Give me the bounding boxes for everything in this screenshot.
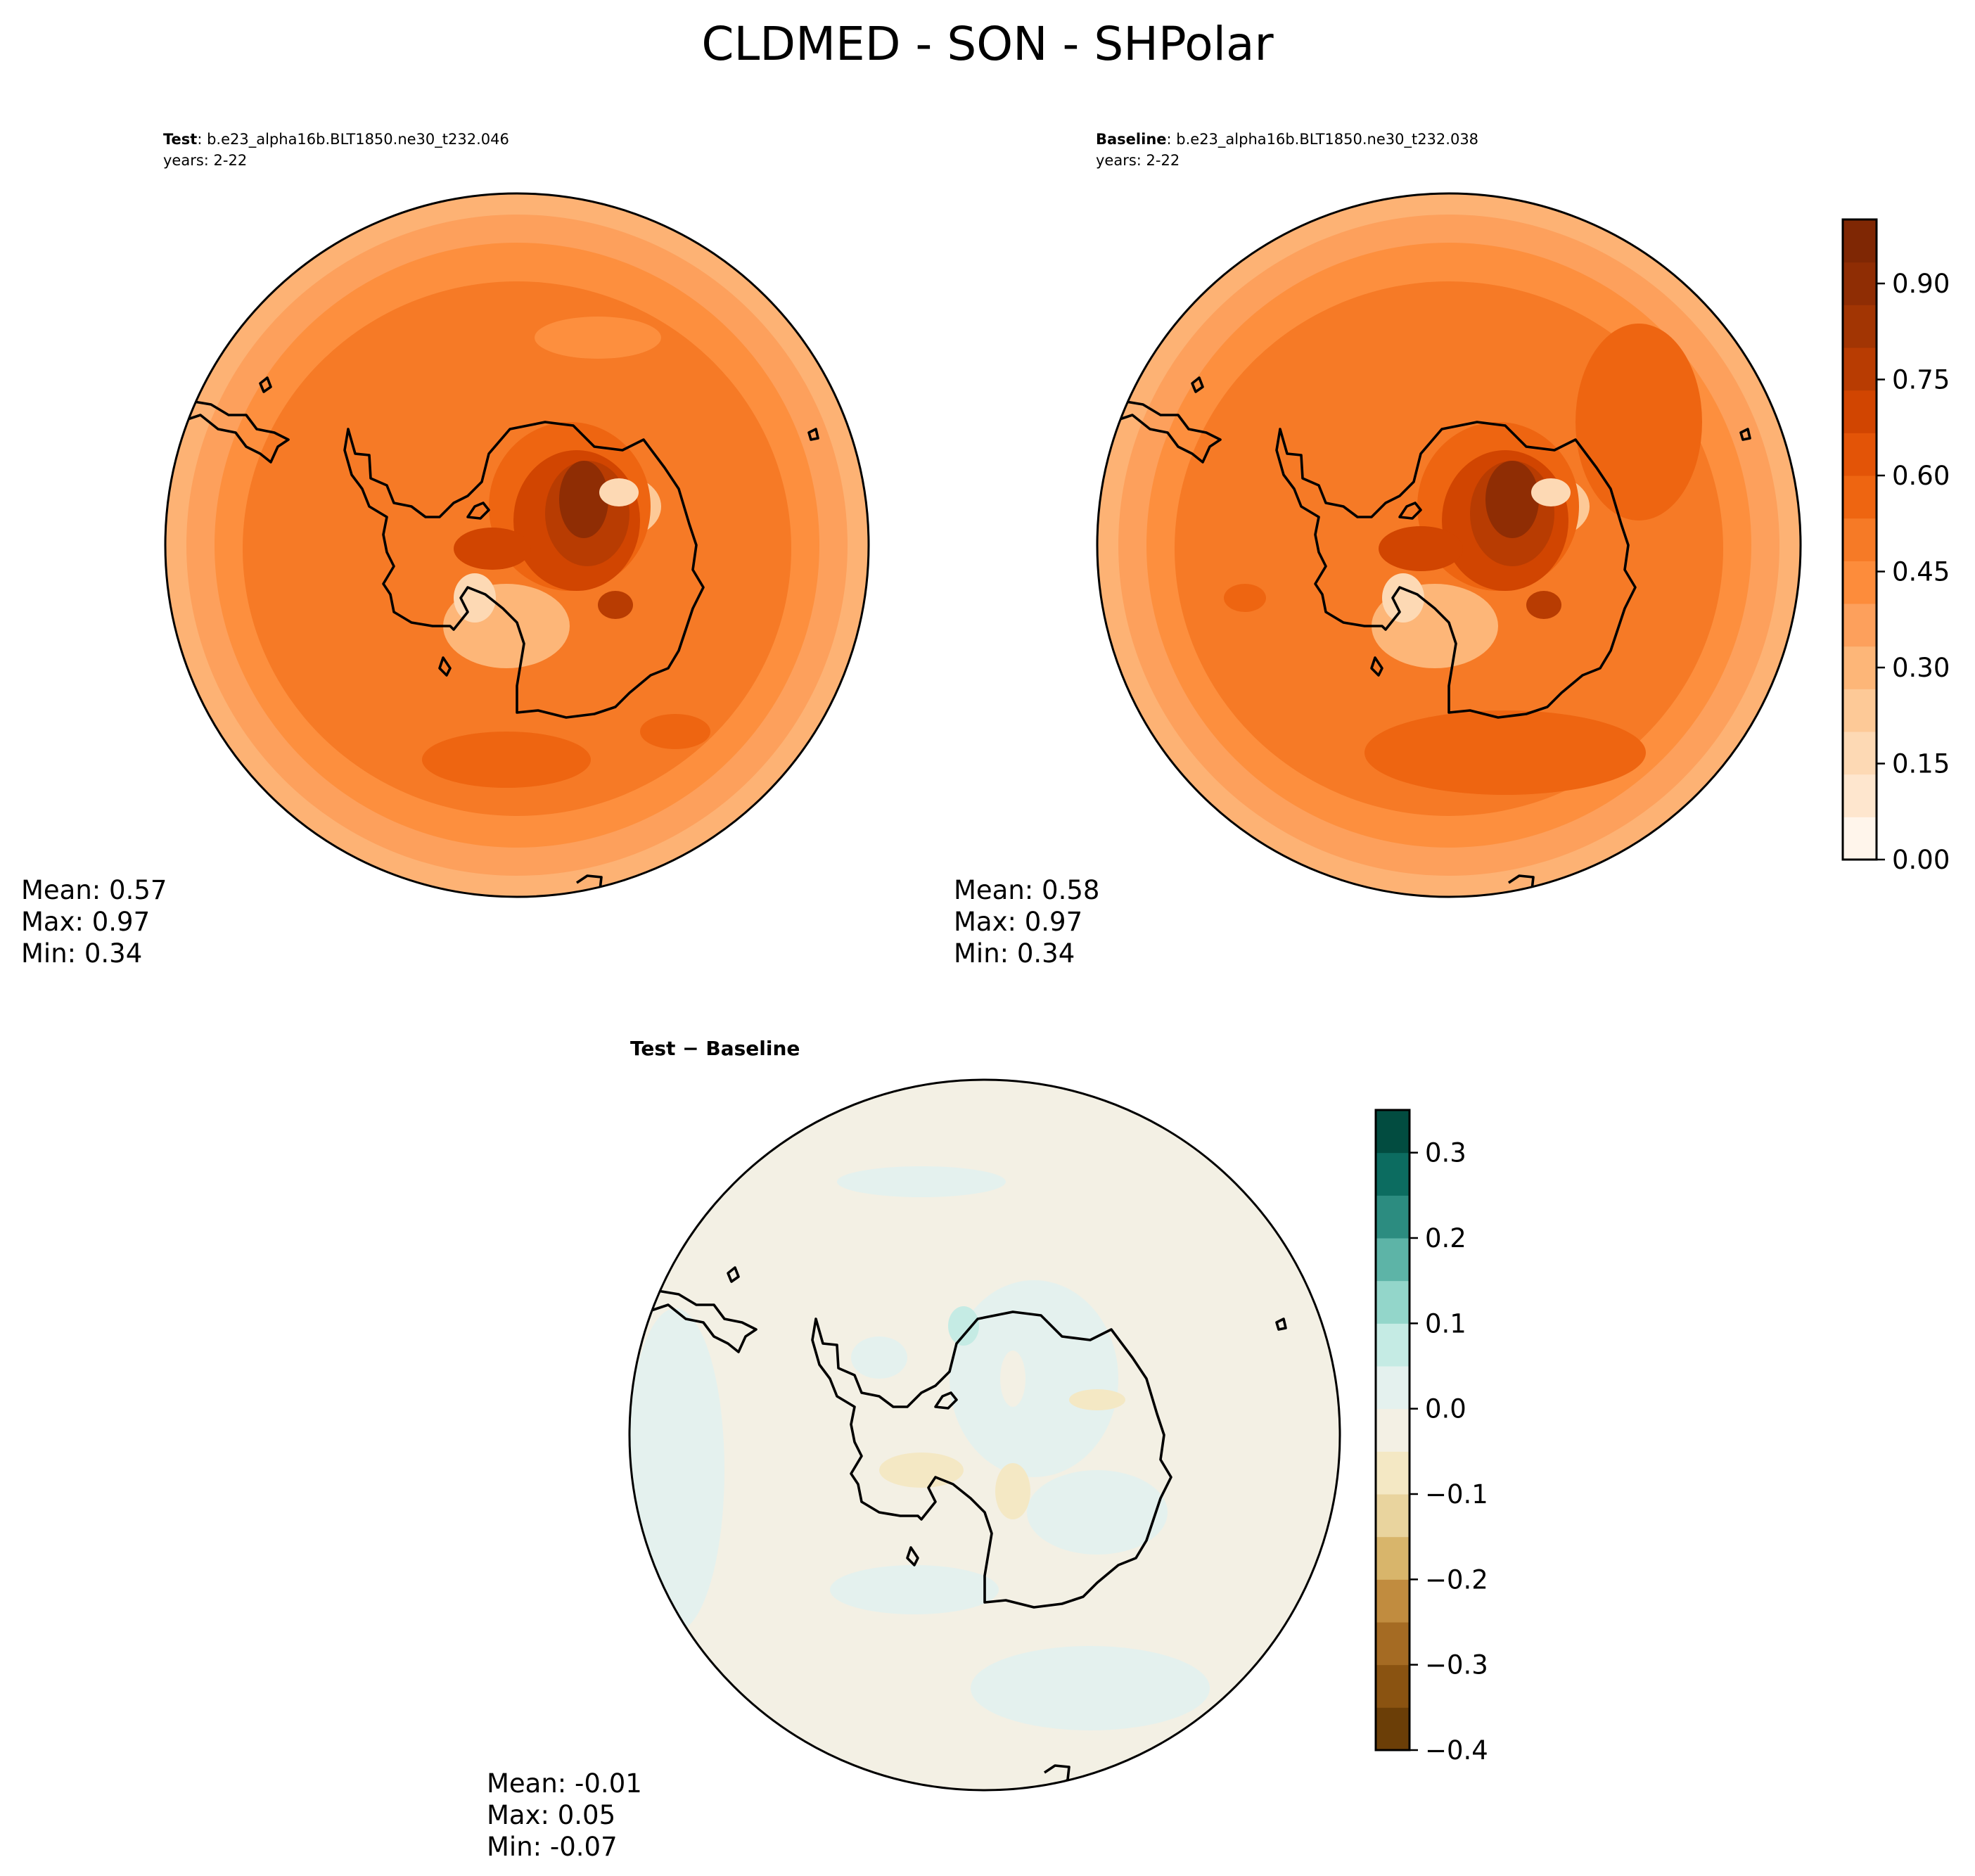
test-map-border (164, 192, 870, 898)
diff-colorbar-segment (1376, 1536, 1410, 1580)
main-colorbar-tick-label: 0.90 (1892, 269, 1950, 299)
main-colorbar-tick-label: 0.30 (1892, 653, 1950, 683)
diff-min: Min: -0.07 (487, 1832, 618, 1862)
main-colorbar-tick-label: 0.00 (1892, 845, 1950, 875)
diff-colorbar-frame (1374, 1109, 1411, 1751)
diff-colorbar-segment (1376, 1152, 1410, 1196)
main-colorbar-segment (1843, 732, 1877, 775)
diff-colorbar-tick-label: 0.0 (1425, 1394, 1466, 1424)
diff-colorbar-segment (1376, 1408, 1410, 1452)
figure-title: CLDMED - SON - SHPolar (701, 17, 1274, 71)
diff-colorbar-segment (1376, 1238, 1410, 1282)
main-colorbar-segment (1843, 390, 1877, 433)
diff-colorbar-tick-label: −0.4 (1425, 1735, 1488, 1766)
diff-colorbar-segment (1376, 1622, 1410, 1666)
main-colorbar-segments (1843, 219, 1877, 860)
diff-colorbar-tick-label: −0.3 (1425, 1650, 1488, 1680)
baseline-min: Min: 0.34 (954, 938, 1075, 969)
diff-colorbar-ticks: −0.4 −0.3 −0.2 −0.1 0.0 0.1 0.2 0.3 (1410, 1138, 1488, 1766)
test-mean: Mean: 0.57 (21, 875, 167, 905)
diff-colorbar-segment (1376, 1110, 1410, 1154)
diff-colorbar-segment (1376, 1579, 1410, 1623)
test-map (165, 193, 869, 897)
main-colorbar-segment (1843, 347, 1877, 391)
diff-colorbar-segment (1376, 1664, 1410, 1708)
diff-panel: Test − Baseline Mean: -0.01 Max: 0.05 Mi… (487, 1037, 1341, 1862)
main-colorbar-segment (1843, 817, 1877, 860)
diff-colorbar: −0.4 −0.3 −0.2 −0.1 0.0 0.1 0.2 0.3 (1374, 1109, 1488, 1766)
baseline-map-border (1096, 192, 1802, 898)
test-case-name: : b.e23_alpha16b.BLT1850.ne30_t232.046 (197, 131, 509, 148)
test-max: Max: 0.97 (21, 907, 150, 937)
main-colorbar-ticks: 0.00 0.15 0.30 0.45 0.60 0.75 0.90 (1877, 269, 1950, 875)
main-colorbar-segment (1843, 604, 1877, 647)
diff-colorbar-segment (1376, 1707, 1410, 1751)
main-colorbar-segment (1843, 433, 1877, 476)
diff-colorbar-tick-label: 0.1 (1425, 1308, 1466, 1339)
baseline-panel: Baseline: b.e23_alpha16b.BLT1850.ne30_t2… (954, 131, 1802, 969)
baseline-max: Max: 0.97 (954, 907, 1082, 937)
diff-max: Max: 0.05 (487, 1800, 615, 1830)
main-colorbar-segment (1843, 561, 1877, 604)
main-colorbar-segment (1843, 262, 1877, 305)
diff-colorbar-segments (1376, 1110, 1410, 1751)
diff-colorbar-tick-label: −0.1 (1425, 1479, 1488, 1510)
main-colorbar-tick-label: 0.60 (1892, 461, 1950, 491)
diff-colorbar-tick-label: −0.2 (1425, 1564, 1488, 1595)
main-colorbar-segment (1843, 646, 1877, 689)
test-panel: Test: b.e23_alpha16b.BLT1850.ne30_t232.0… (21, 131, 870, 969)
main-colorbar-frame (1841, 218, 1878, 861)
diff-map (629, 1080, 1340, 1790)
diff-colorbar-segment (1376, 1280, 1410, 1324)
main-colorbar-segment (1843, 219, 1877, 263)
main-colorbar-tick-label: 0.45 (1892, 557, 1950, 587)
baseline-years: years: 2-22 (1096, 152, 1180, 169)
main-colorbar-tick-label: 0.75 (1892, 365, 1950, 395)
baseline-map (1097, 193, 1801, 897)
main-colorbar-segment (1843, 774, 1877, 817)
main-colorbar-segment (1843, 518, 1877, 561)
test-min: Min: 0.34 (21, 938, 142, 969)
diff-mean: Mean: -0.01 (487, 1768, 642, 1799)
diff-colorbar-segment (1376, 1195, 1410, 1239)
baseline-header: Baseline: b.e23_alpha16b.BLT1850.ne30_t2… (1096, 131, 1478, 148)
diff-label: Test − Baseline (630, 1037, 800, 1060)
diff-colorbar-segment (1376, 1494, 1410, 1538)
diff-map-border (628, 1078, 1341, 1792)
diff-colorbar-segment (1376, 1323, 1410, 1367)
baseline-mean: Mean: 0.58 (954, 875, 1099, 905)
diff-colorbar-tick-label: 0.2 (1425, 1223, 1466, 1253)
main-colorbar-segment (1843, 689, 1877, 732)
baseline-label: Baseline (1096, 131, 1167, 148)
diff-colorbar-segment (1376, 1451, 1410, 1495)
main-colorbar: 0.00 0.15 0.30 0.45 0.60 0.75 0.90 (1841, 218, 1950, 875)
main-colorbar-segment (1843, 305, 1877, 348)
main-colorbar-tick-label: 0.15 (1892, 749, 1950, 779)
baseline-case-name: : b.e23_alpha16b.BLT1850.ne30_t232.038 (1167, 131, 1479, 148)
test-label: Test (163, 131, 197, 148)
test-years: years: 2-22 (163, 152, 247, 169)
main-colorbar-segment (1843, 476, 1877, 519)
diff-colorbar-segment (1376, 1366, 1410, 1410)
diff-colorbar-tick-label: 0.3 (1425, 1138, 1466, 1168)
test-header: Test: b.e23_alpha16b.BLT1850.ne30_t232.0… (163, 131, 509, 148)
